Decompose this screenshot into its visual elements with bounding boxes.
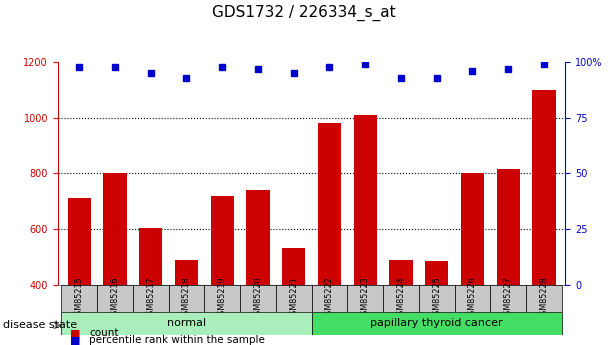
Bar (97, 285, 133, 312)
Bar (103, 173, 126, 285)
Bar (491, 285, 526, 312)
Bar (276, 285, 311, 312)
Text: GSM85217: GSM85217 (146, 277, 155, 320)
Bar (175, 259, 198, 285)
Bar (246, 190, 269, 285)
Text: percentile rank within the sample: percentile rank within the sample (89, 335, 265, 345)
Text: GSM85216: GSM85216 (111, 277, 119, 320)
Text: GSM85228: GSM85228 (539, 277, 548, 320)
Bar (210, 196, 234, 285)
Text: GSM85226: GSM85226 (468, 277, 477, 320)
Bar (419, 285, 455, 312)
Bar (168, 285, 204, 312)
Bar (497, 169, 520, 285)
Bar (533, 90, 556, 285)
Text: GSM85221: GSM85221 (289, 277, 298, 320)
Bar (318, 123, 341, 285)
Text: normal: normal (167, 318, 206, 328)
Text: count: count (89, 328, 119, 338)
Bar (354, 115, 377, 285)
Text: ■: ■ (70, 328, 80, 338)
Text: GSM85218: GSM85218 (182, 277, 191, 320)
Bar (383, 285, 419, 312)
Bar (311, 285, 347, 312)
Text: GDS1732 / 226334_s_at: GDS1732 / 226334_s_at (212, 5, 396, 21)
Text: GSM85219: GSM85219 (218, 277, 227, 320)
Text: GSM85225: GSM85225 (432, 277, 441, 320)
Bar (61, 312, 311, 335)
Bar (461, 173, 484, 285)
Bar (282, 248, 305, 285)
Text: GSM85215: GSM85215 (75, 277, 84, 320)
Bar (425, 261, 448, 285)
Text: GSM85220: GSM85220 (254, 277, 263, 320)
Text: GSM85222: GSM85222 (325, 277, 334, 320)
Bar (311, 312, 562, 335)
Bar (139, 228, 162, 285)
Text: disease state: disease state (3, 321, 77, 330)
Text: papillary thyroid cancer: papillary thyroid cancer (370, 318, 503, 328)
Bar (389, 259, 413, 285)
Bar (204, 285, 240, 312)
Bar (240, 285, 276, 312)
Bar (67, 198, 91, 285)
Bar (133, 285, 168, 312)
Bar (61, 285, 97, 312)
Text: GSM85224: GSM85224 (396, 277, 406, 320)
Text: GSM85227: GSM85227 (504, 277, 513, 320)
Text: ■: ■ (70, 335, 80, 345)
Bar (347, 285, 383, 312)
Bar (526, 285, 562, 312)
Bar (455, 285, 491, 312)
Text: GSM85223: GSM85223 (361, 277, 370, 320)
